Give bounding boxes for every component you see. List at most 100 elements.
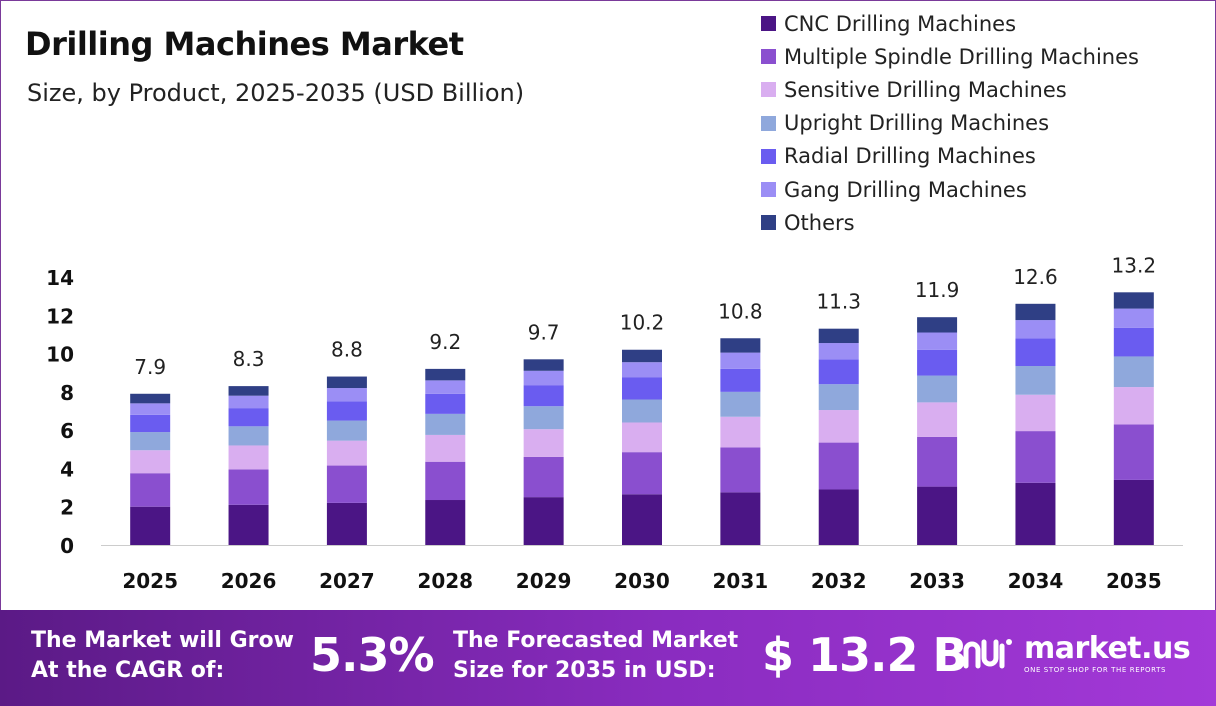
bar-segment — [425, 368, 466, 381]
bar-segment — [523, 406, 564, 430]
legend-swatch — [761, 215, 776, 231]
bar-segment — [228, 469, 269, 505]
bar-segment — [228, 504, 269, 545]
bar-total-label: 11.3 — [816, 290, 861, 314]
bar-segment — [523, 456, 564, 498]
legend-item: CNC Drilling Machines — [761, 7, 1139, 40]
page-title: Drilling Machines Market — [25, 25, 464, 63]
bar-segment — [720, 492, 761, 545]
legend-swatch — [761, 148, 776, 164]
bar-segment — [523, 385, 564, 407]
y-tick-label: 12 — [46, 304, 74, 328]
bar-segment — [1113, 292, 1154, 309]
legend-swatch — [761, 49, 776, 65]
bar-segment — [720, 391, 761, 417]
bar-total-label: 10.8 — [718, 299, 763, 323]
bar-total-label: 13.2 — [1112, 253, 1157, 277]
bar-segment — [1113, 356, 1154, 388]
bar-segment — [818, 384, 859, 411]
brand-logo: market.us ONE STOP SHOP FOR THE REPORTS — [962, 631, 1191, 674]
brand-name: market.us — [1024, 631, 1191, 666]
bar-segment — [1113, 327, 1154, 357]
legend-swatch — [761, 16, 776, 32]
bar-segment — [622, 362, 662, 378]
bar-segment — [425, 500, 466, 545]
bar-segment — [130, 450, 171, 474]
bar-segment — [130, 473, 171, 507]
bar-segment — [917, 332, 958, 350]
bar-segment — [1015, 320, 1056, 339]
bar-segment — [818, 359, 859, 385]
bar-segment — [818, 442, 859, 490]
bar-segment — [720, 368, 761, 392]
legend-label: Radial Drilling Machines — [784, 144, 1036, 169]
x-tick-label: 2029 — [516, 569, 572, 593]
cagr-caption: The Market will Grow At the CAGR of: — [31, 626, 294, 686]
bar-segment — [130, 403, 171, 415]
bar-segment — [326, 388, 367, 402]
x-tick-label: 2032 — [811, 569, 867, 593]
legend-label: Multiple Spindle Drilling Machines — [784, 44, 1139, 69]
bar-segment — [917, 375, 958, 403]
bar-segment — [130, 393, 171, 404]
bar-segment — [425, 413, 466, 435]
legend-swatch — [761, 82, 776, 98]
bar-segment — [228, 395, 269, 409]
bar-segment — [326, 465, 367, 503]
bar-segment — [1015, 338, 1056, 367]
legend-item: Others — [761, 206, 1139, 239]
y-tick-label: 0 — [60, 534, 74, 558]
bar-segment — [425, 393, 466, 414]
forecast-caption-line2: Size for 2035 in USD: — [453, 658, 716, 683]
bar-segment — [425, 434, 466, 462]
x-tick-label: 2035 — [1106, 569, 1162, 593]
bar-segment — [622, 422, 662, 453]
bar-total-label: 11.9 — [915, 278, 960, 302]
y-tick-label: 4 — [60, 457, 74, 481]
bar-total-label: 9.2 — [429, 330, 461, 354]
forecast-caption: The Forecasted Market Size for 2035 in U… — [453, 626, 738, 686]
legend-label: Sensitive Drilling Machines — [784, 77, 1067, 102]
bar-total-label: 12.6 — [1013, 265, 1058, 289]
bar-segment — [228, 386, 269, 396]
x-tick-label: 2028 — [417, 569, 473, 593]
bar-segment — [917, 402, 958, 437]
legend-label: CNC Drilling Machines — [784, 11, 1017, 36]
bar-segment — [326, 401, 367, 421]
bar-segment — [720, 447, 761, 493]
bar-segment — [818, 410, 859, 443]
bar-segment — [130, 414, 171, 433]
bar-segment — [622, 377, 662, 400]
bar-chart: 0 2 4 6 8 10 12 14 7.9 2025 8.3 2026 8.8 2027 9.2 2028 9… — [46, 253, 1183, 593]
bar-segment — [622, 452, 662, 495]
bar-segment — [622, 399, 662, 423]
cagr-caption-line1: The Market will Grow — [31, 628, 294, 653]
bar-segment — [1113, 308, 1154, 328]
bar-segment — [1015, 366, 1056, 395]
bar-segment — [917, 317, 958, 333]
bar-segment — [130, 506, 171, 545]
bar-segment — [326, 376, 367, 389]
legend-swatch — [761, 115, 776, 131]
bar-segment — [1113, 424, 1154, 480]
x-tick-label: 2027 — [319, 569, 375, 593]
legend-swatch — [761, 182, 776, 198]
bar-segment — [326, 440, 367, 466]
bar-total-label: 8.3 — [233, 347, 265, 371]
legend: CNC Drilling Machines Multiple Spindle Dr… — [761, 7, 1139, 239]
bar-segment — [228, 426, 269, 446]
y-tick-label: 2 — [60, 496, 74, 520]
legend-label: Gang Drilling Machines — [784, 177, 1027, 202]
legend-item: Upright Drilling Machines — [761, 107, 1139, 140]
brand-tagline: ONE STOP SHOP FOR THE REPORTS — [1024, 666, 1167, 674]
bar-segment — [228, 408, 269, 427]
cagr-value: 5.3% — [310, 628, 435, 682]
legend-item: Gang Drilling Machines — [761, 173, 1139, 206]
bar-segment — [720, 416, 761, 448]
bar-total-label: 7.9 — [134, 355, 166, 379]
bar-segment — [1015, 431, 1056, 483]
y-tick-label: 8 — [60, 381, 74, 405]
bar-segment — [622, 494, 662, 545]
x-tick-label: 2030 — [614, 569, 670, 593]
